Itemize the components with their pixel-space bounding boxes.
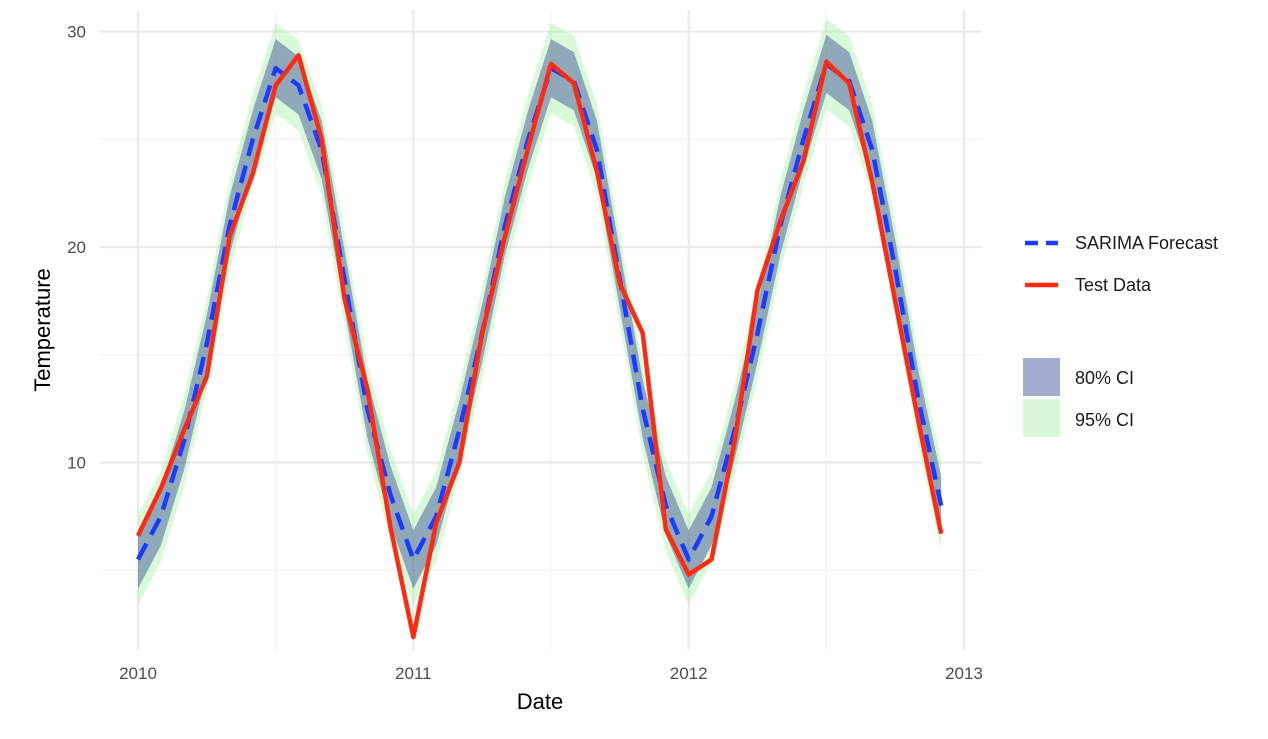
legend-label-ci-95: 95% CI — [1075, 410, 1134, 430]
legend-label-sarima-forecast: SARIMA Forecast — [1075, 233, 1218, 253]
legend-lines: SARIMA Forecast Test Data — [1025, 233, 1218, 295]
legend-bands: 80% CI 95% CI — [1023, 358, 1134, 437]
legend-key-ci-95 — [1023, 399, 1060, 437]
y-axis-ticks: 10 20 30 — [67, 23, 86, 473]
series-lines-layer — [135, 53, 944, 640]
test-data-line — [135, 53, 944, 640]
x-axis-title: Date — [517, 689, 563, 714]
ci-95-band-layer — [138, 18, 942, 605]
y-tick-label: 30 — [67, 23, 86, 42]
x-tick-label: 2011 — [395, 664, 432, 683]
x-tick-label: 2013 — [945, 664, 983, 683]
y-tick-label: 20 — [67, 238, 86, 257]
y-axis-title: Temperature — [30, 268, 55, 392]
legend-key-ci-80 — [1023, 358, 1060, 396]
legend-label-ci-80: 80% CI — [1075, 368, 1134, 388]
x-tick-label: 2010 — [119, 664, 157, 683]
ci-80-band-layer — [138, 34, 942, 589]
y-tick-label: 10 — [67, 454, 86, 473]
grid-lines — [100, 10, 982, 650]
legend-label-test-data: Test Data — [1075, 275, 1152, 295]
ci-95-band — [138, 18, 942, 605]
x-tick-label: 2012 — [670, 664, 708, 683]
ci-80-band — [138, 34, 942, 589]
x-axis-ticks: 2010 2011 2012 2013 — [119, 664, 983, 683]
